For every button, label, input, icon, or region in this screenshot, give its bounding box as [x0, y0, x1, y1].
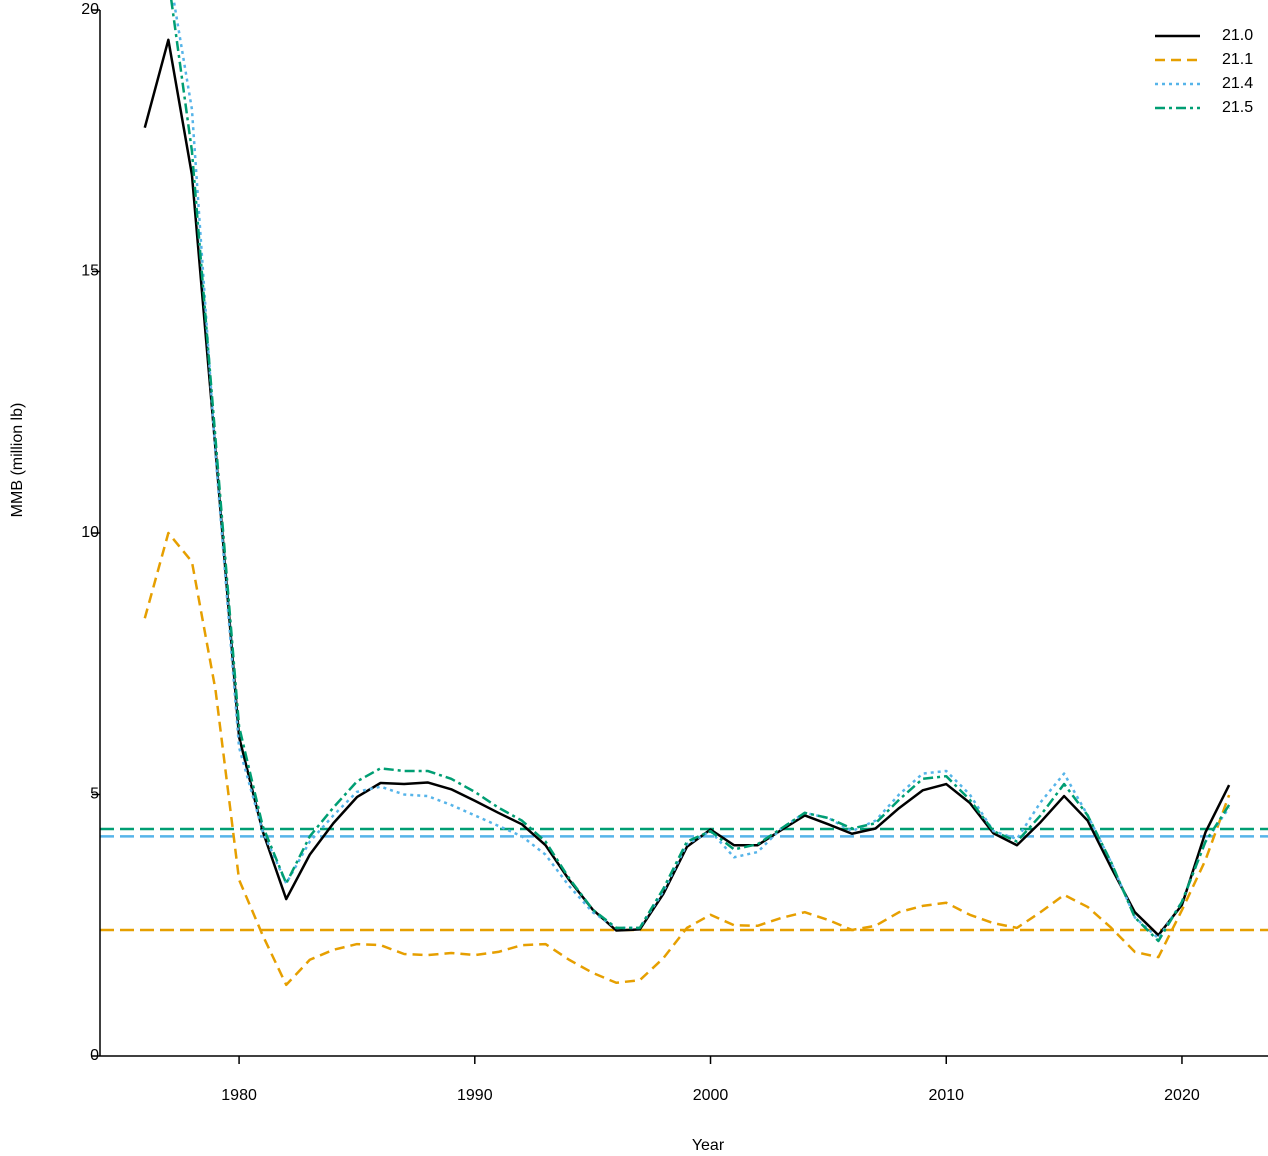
- x-tick-label: 2010: [928, 1087, 964, 1104]
- legend-label: 21.5: [1222, 99, 1253, 116]
- x-tick-label: 2000: [693, 1087, 729, 1104]
- y-tick-label: 5: [90, 786, 99, 803]
- series-line: [170, 0, 1231, 943]
- series-line: [143, 38, 1231, 937]
- x-tick-label: 2020: [1164, 1087, 1200, 1104]
- legend-label: 21.1: [1222, 51, 1253, 68]
- y-tick-label: 0: [90, 1047, 99, 1064]
- y-tick-label: 15: [81, 263, 99, 280]
- y-axis-label: MMB (million lb): [9, 403, 26, 518]
- x-axis-label: Year: [692, 1137, 725, 1154]
- legend-label: 21.4: [1222, 75, 1253, 92]
- y-tick-label: 20: [81, 1, 99, 18]
- y-tick-label: 10: [81, 524, 99, 541]
- x-tick-label: 1980: [221, 1087, 257, 1104]
- series-line: [143, 531, 1231, 987]
- x-tick-label: 1990: [457, 1087, 493, 1104]
- plot-area: [100, 0, 1268, 987]
- series-line: [172, 0, 1231, 940]
- legend-label: 21.0: [1222, 27, 1253, 44]
